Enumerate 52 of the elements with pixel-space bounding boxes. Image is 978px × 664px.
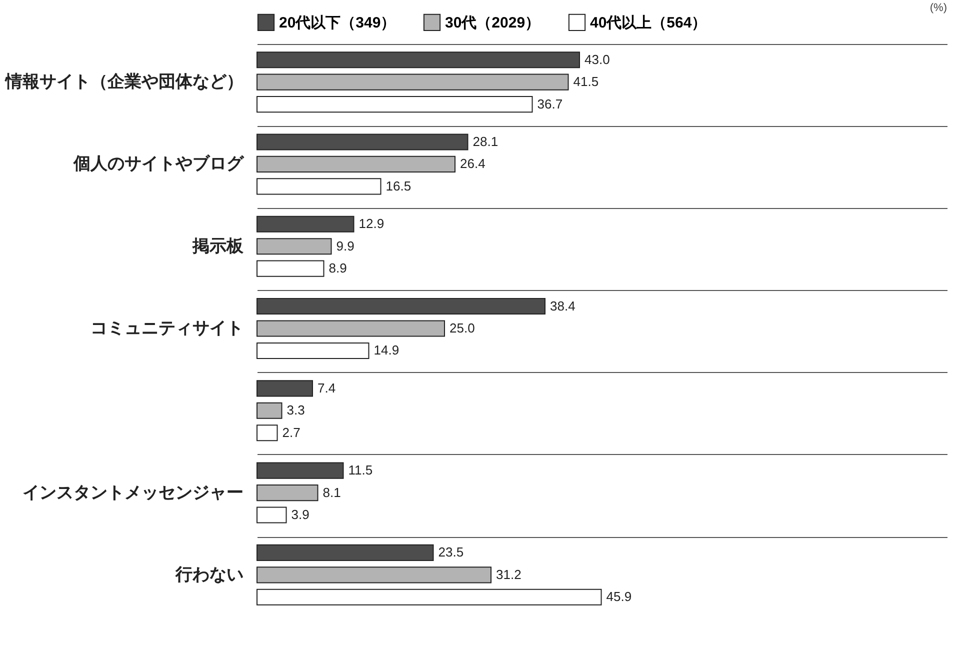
bar xyxy=(256,96,533,113)
bar xyxy=(256,320,445,337)
y-tick-label: コミュニティサイト xyxy=(90,318,244,338)
legend-label: 30代（2029） xyxy=(445,14,540,32)
y-tick-label: 情報サイト（企業や団体など） xyxy=(4,72,244,92)
data-label: 7.4 xyxy=(318,380,336,396)
bar xyxy=(256,156,456,172)
y-tick-label: 個人のサイトやブログ xyxy=(72,154,244,174)
data-label: 31.2 xyxy=(496,566,522,582)
bar xyxy=(256,216,354,232)
data-label: 23.5 xyxy=(438,544,464,560)
data-label: 25.0 xyxy=(450,320,475,336)
data-label: 8.9 xyxy=(328,260,347,276)
bar xyxy=(256,74,569,90)
bar xyxy=(256,484,318,502)
text: (%) xyxy=(930,2,947,14)
legend-label: 20代以下（349） xyxy=(279,14,396,32)
data-label: 8.1 xyxy=(322,484,341,500)
data-label: 9.9 xyxy=(336,238,354,254)
data-label: 26.4 xyxy=(460,156,486,172)
bar xyxy=(256,462,344,479)
data-label: 3.9 xyxy=(291,507,310,522)
data-label: 28.1 xyxy=(472,134,498,149)
data-label: 14.9 xyxy=(374,342,400,358)
y-tick-label: 掲示板 xyxy=(192,236,244,256)
data-label: 36.7 xyxy=(537,96,563,112)
bar xyxy=(256,52,580,68)
data-label: 11.5 xyxy=(348,462,373,478)
data-label: 38.4 xyxy=(550,298,576,314)
y-tick-label: インスタントメッセンジャー xyxy=(22,482,244,502)
data-label: 41.5 xyxy=(573,74,599,90)
bar xyxy=(256,424,278,442)
bar xyxy=(256,298,546,315)
bar xyxy=(256,380,313,397)
legend-label: 40代以上（564） xyxy=(590,14,707,32)
bar xyxy=(256,506,287,524)
y-tick-label: 行わない xyxy=(174,564,244,584)
bar xyxy=(256,544,434,561)
bar xyxy=(256,260,324,277)
bar xyxy=(256,566,492,584)
bar xyxy=(256,238,332,255)
data-label: 12.9 xyxy=(358,216,384,232)
bar xyxy=(256,342,370,360)
data-label: 2.7 xyxy=(282,424,300,440)
bar xyxy=(256,178,382,195)
data-label: 45.9 xyxy=(606,589,632,604)
bar xyxy=(256,588,602,606)
bar xyxy=(256,402,282,419)
bar xyxy=(256,134,468,150)
data-label: 43.0 xyxy=(584,52,610,67)
data-label: 16.5 xyxy=(386,178,412,194)
data-label: 3.3 xyxy=(286,402,305,418)
